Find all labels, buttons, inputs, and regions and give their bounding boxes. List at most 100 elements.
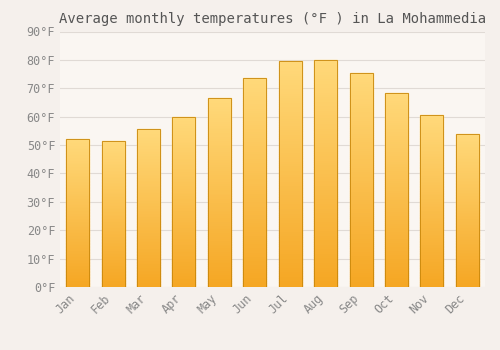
Bar [385,182,408,184]
Bar [244,205,266,208]
Bar [456,157,479,158]
Bar [172,137,196,139]
Bar [420,261,444,263]
Bar [244,83,266,85]
Bar [278,149,301,152]
Bar [456,146,479,147]
Bar [244,285,266,287]
Bar [350,150,372,152]
Bar [385,254,408,256]
Bar [102,261,124,262]
Bar [278,61,301,287]
Bar [456,270,479,272]
Bar [102,246,124,247]
Bar [102,180,124,182]
Bar [350,169,372,171]
Bar [420,134,444,136]
Bar [208,225,231,226]
Bar [244,264,266,266]
Bar [350,197,372,199]
Bar [244,239,266,241]
Bar [314,155,337,158]
Bar [456,244,479,246]
Bar [66,169,89,170]
Bar [420,174,444,175]
Bar [66,161,89,163]
Bar [350,94,372,96]
Bar [314,212,337,214]
Bar [278,172,301,174]
Bar [350,199,372,201]
Bar [137,222,160,224]
Bar [385,155,408,157]
Bar [385,153,408,155]
Bar [66,200,89,201]
Bar [278,217,301,219]
Bar [208,249,231,251]
Bar [314,214,337,217]
Bar [350,236,372,238]
Bar [278,197,301,199]
Bar [456,258,479,259]
Bar [350,248,372,251]
Bar [208,195,231,196]
Bar [314,264,337,267]
Bar [314,267,337,269]
Bar [137,219,160,221]
Bar [244,147,266,149]
Bar [102,198,124,199]
Bar [137,251,160,252]
Bar [278,237,301,240]
Bar [172,258,196,260]
Bar [385,114,408,116]
Bar [208,161,231,162]
Bar [420,242,444,244]
Bar [172,122,196,124]
Bar [456,235,479,236]
Bar [278,210,301,212]
Bar [278,131,301,134]
Bar [385,202,408,203]
Bar [314,133,337,135]
Bar [350,208,372,210]
Bar [385,229,408,231]
Bar [278,104,301,106]
Bar [244,189,266,191]
Bar [244,245,266,247]
Bar [137,244,160,246]
Bar [385,133,408,135]
Bar [137,130,160,131]
Bar [350,184,372,186]
Bar [102,218,124,220]
Bar [172,163,196,164]
Bar [102,243,124,245]
Bar [456,175,479,177]
Bar [208,236,231,238]
Bar [350,186,372,188]
Bar [278,246,301,248]
Bar [350,176,372,178]
Bar [420,229,444,230]
Bar [208,200,231,202]
Bar [350,139,372,141]
Bar [278,183,301,186]
Bar [244,191,266,193]
Bar [385,285,408,287]
Bar [244,226,266,229]
Bar [102,167,124,169]
Bar [385,164,408,167]
Bar [278,66,301,68]
Bar [314,198,337,201]
Bar [172,117,196,118]
Bar [66,175,89,176]
Bar [350,281,372,283]
Bar [137,215,160,216]
Bar [244,137,266,139]
Bar [456,135,479,137]
Bar [66,163,89,164]
Bar [172,275,196,277]
Bar [102,224,124,226]
Bar [137,159,160,161]
Bar [385,98,408,100]
Bar [314,112,337,114]
